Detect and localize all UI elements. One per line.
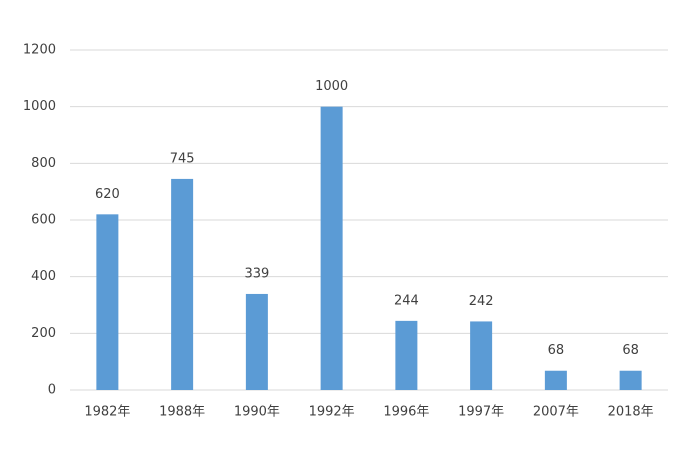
x-tick-label: 1988年 bbox=[159, 405, 205, 420]
y-tick-label: 0 bbox=[48, 383, 56, 398]
x-tick-label: 1990年 bbox=[234, 405, 280, 420]
data-label: 242 bbox=[469, 294, 494, 309]
data-label: 620 bbox=[95, 187, 120, 202]
bar bbox=[619, 370, 642, 390]
bar bbox=[96, 214, 119, 390]
y-tick-label: 200 bbox=[31, 326, 56, 341]
y-tick-label: 1000 bbox=[23, 99, 56, 114]
x-tick-label: 1982年 bbox=[84, 405, 130, 420]
bar bbox=[395, 320, 418, 390]
x-tick-label: 2007年 bbox=[533, 405, 579, 420]
y-tick-label: 800 bbox=[31, 156, 56, 171]
x-tick-label: 1992年 bbox=[309, 405, 355, 420]
data-label: 1000 bbox=[315, 79, 348, 94]
x-tick-label: 2018年 bbox=[608, 405, 654, 420]
data-label: 745 bbox=[170, 151, 195, 166]
bar bbox=[245, 293, 268, 390]
bar bbox=[544, 370, 567, 390]
y-tick-label: 400 bbox=[31, 269, 56, 284]
data-label: 68 bbox=[548, 343, 565, 358]
bar bbox=[320, 106, 343, 391]
data-label: 68 bbox=[622, 343, 639, 358]
bar bbox=[171, 178, 194, 390]
data-label: 339 bbox=[244, 266, 269, 281]
x-tick-label: 1996年 bbox=[383, 405, 429, 420]
data-label: 244 bbox=[394, 293, 419, 308]
bar bbox=[470, 321, 493, 390]
y-tick-label: 1200 bbox=[23, 43, 56, 58]
x-tick-label: 1997年 bbox=[458, 405, 504, 420]
y-tick-label: 600 bbox=[31, 213, 56, 228]
